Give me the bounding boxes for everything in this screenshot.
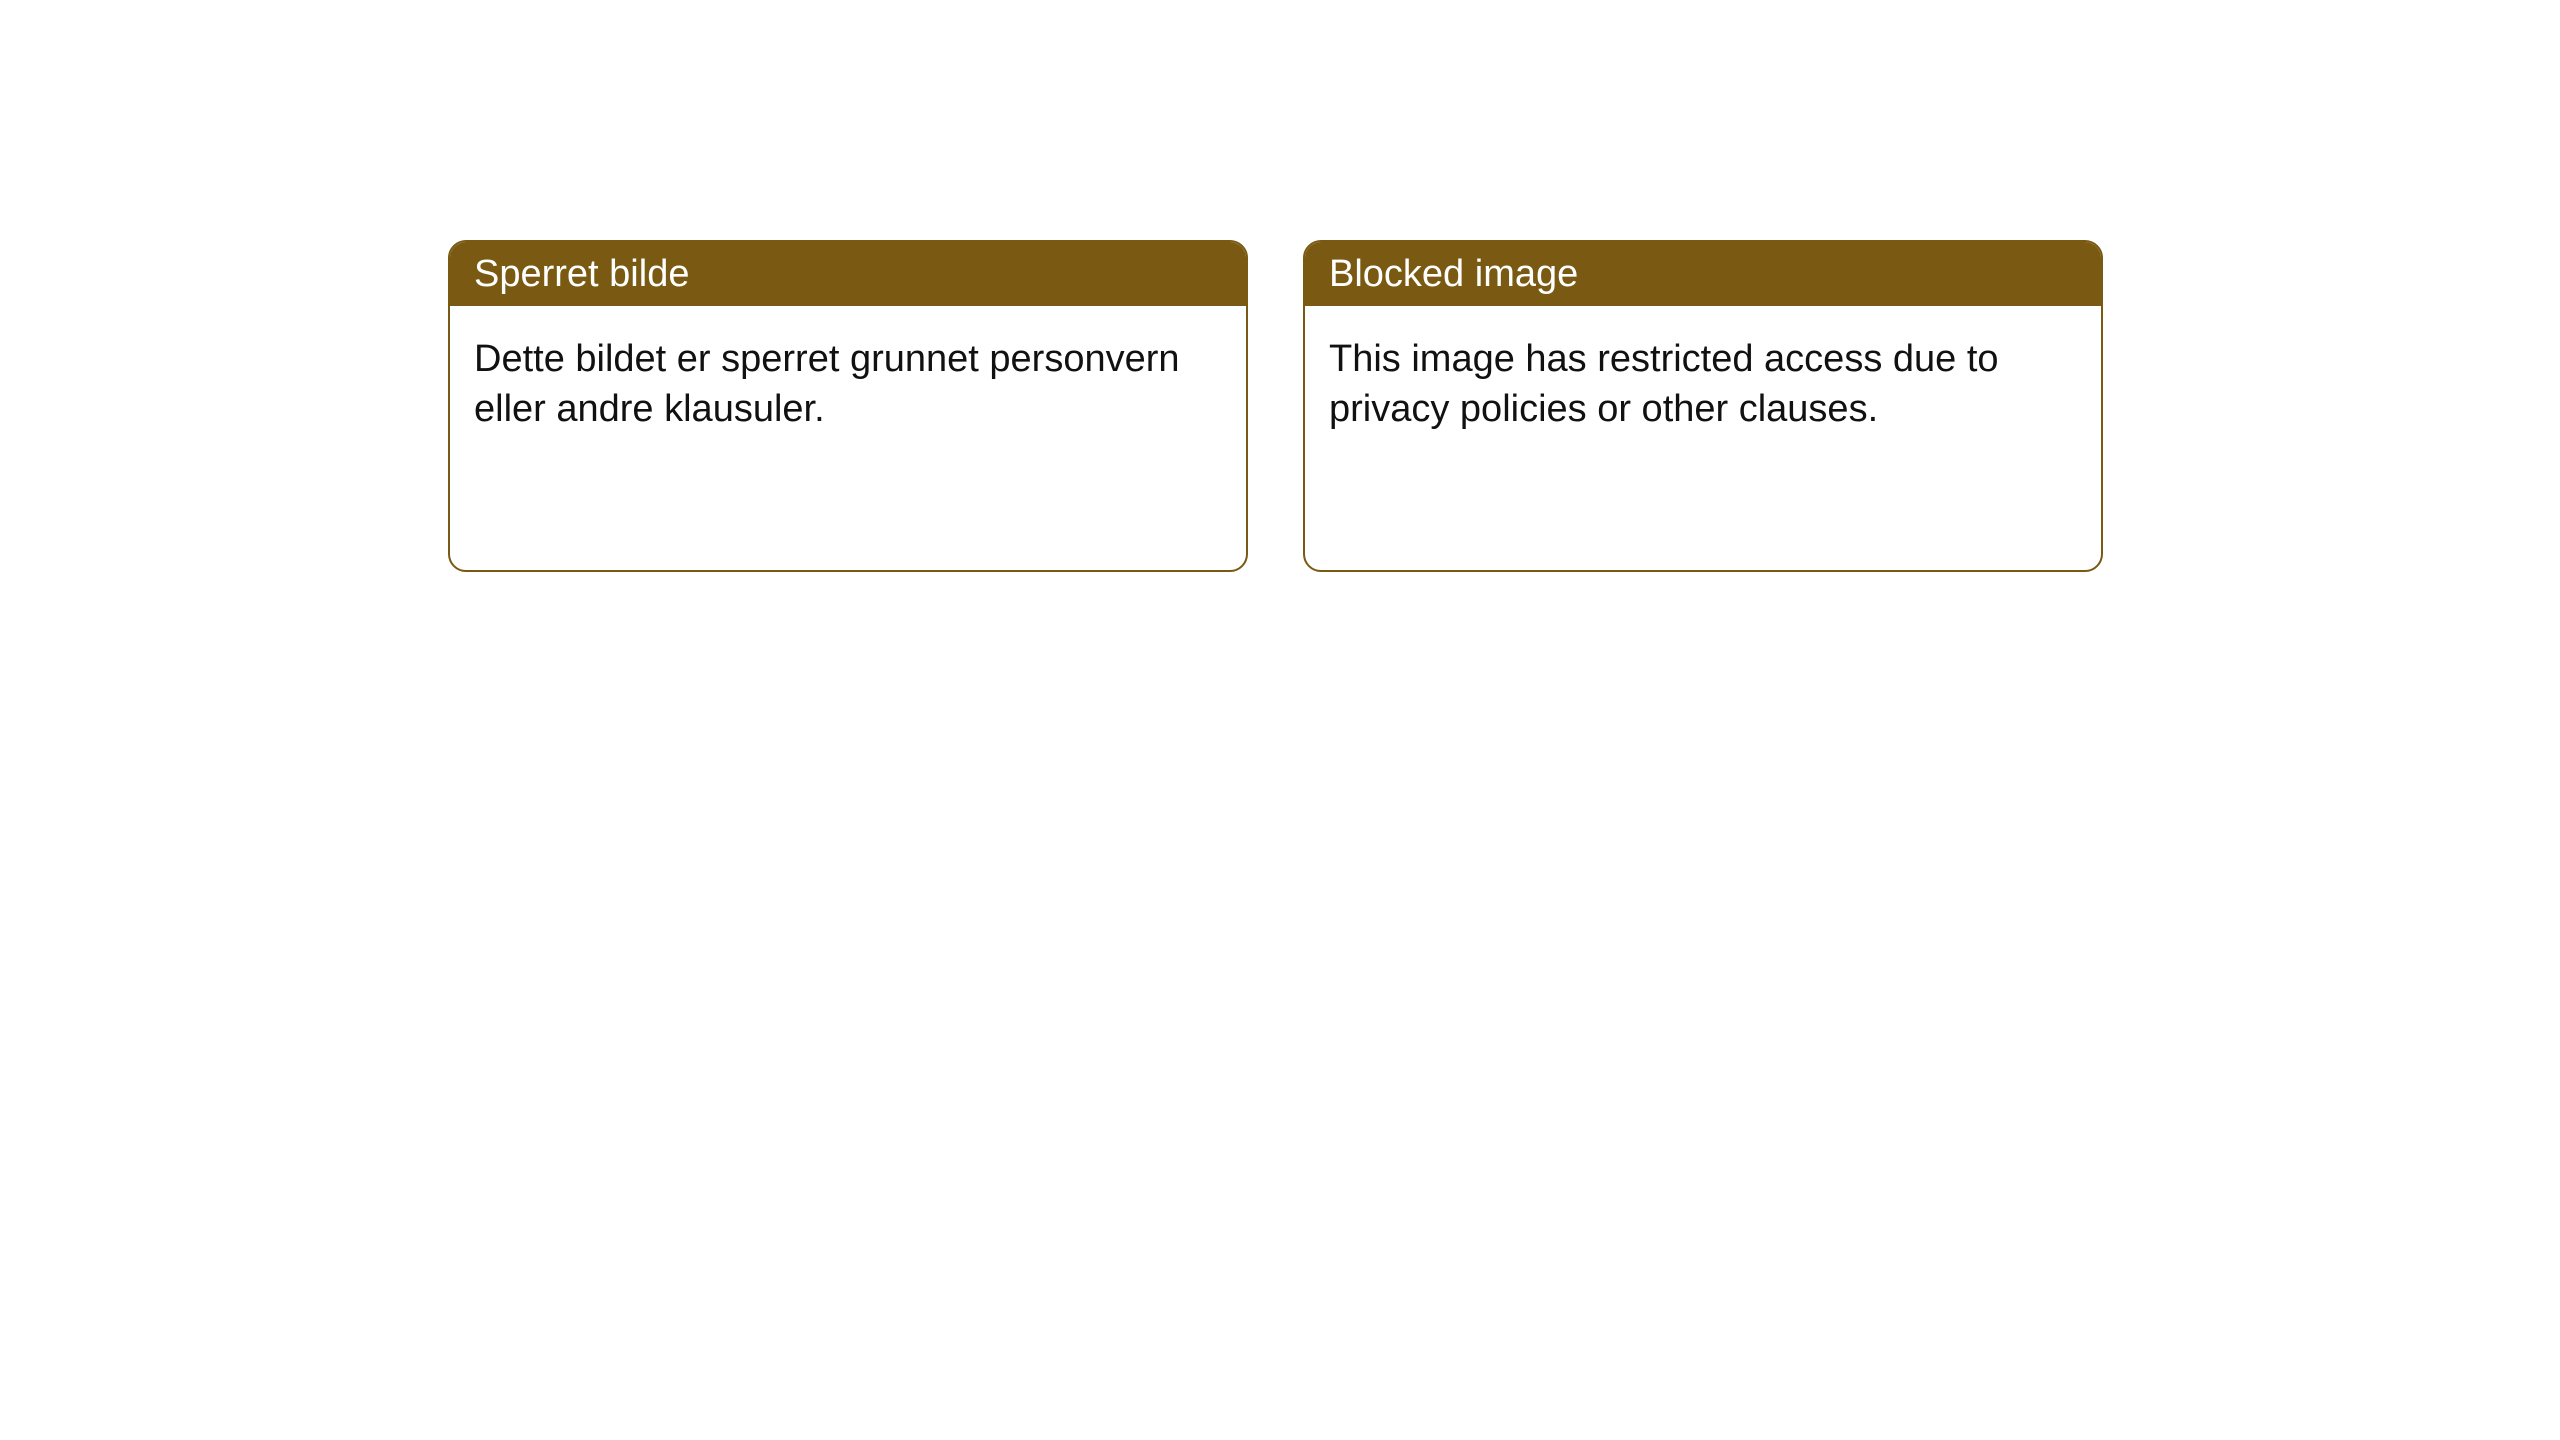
page-canvas: Sperret bilde Dette bildet er sperret gr… <box>0 0 2560 1440</box>
blocked-card-no: Sperret bilde Dette bildet er sperret gr… <box>448 240 1248 572</box>
blocked-card-en: Blocked image This image has restricted … <box>1303 240 2103 572</box>
blocked-card-no-body: Dette bildet er sperret grunnet personve… <box>450 306 1246 458</box>
blocked-card-no-header: Sperret bilde <box>450 242 1246 306</box>
blocked-card-en-body: This image has restricted access due to … <box>1305 306 2101 458</box>
blocked-card-en-header: Blocked image <box>1305 242 2101 306</box>
